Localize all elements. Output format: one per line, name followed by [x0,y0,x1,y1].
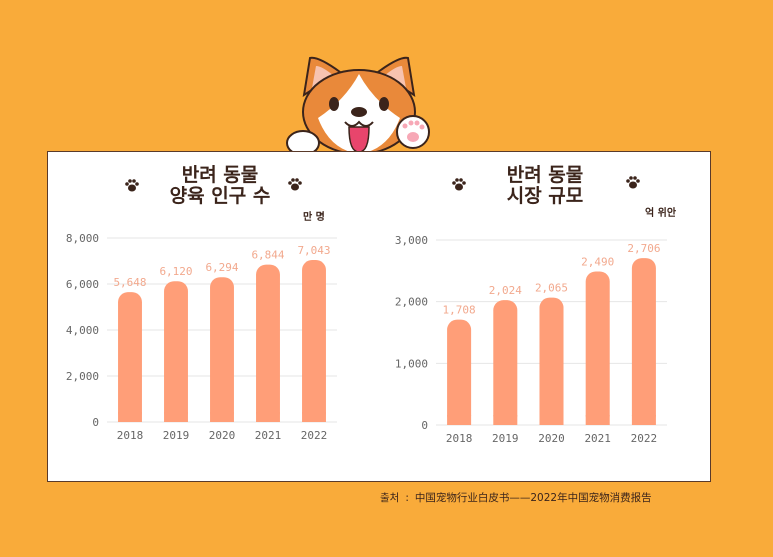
paw-icon [288,178,302,191]
bar [493,300,518,425]
y-tick-label: 0 [92,416,99,429]
data-label: 6,294 [205,261,238,274]
source-note: 출처: 中国宠物行业白皮书——2022年中国宠物消费报告 [380,492,652,504]
y-tick-label: 8,000 [66,232,99,245]
bar [118,292,142,422]
bar-base [164,412,188,422]
bar [631,258,656,425]
bar [164,281,188,422]
bar-base [256,412,280,422]
y-tick-label: 6,000 [66,278,99,291]
y-tick-label: 0 [421,419,428,432]
bar [256,264,280,422]
bar-base [447,415,472,425]
x-tick-label: 2019 [163,429,190,442]
left-chart-title: 반려 동물 양육 인구 수 [169,164,271,207]
data-label: 6,120 [159,265,192,278]
left-unit-label: 만 명 [303,212,325,223]
data-label: 6,844 [251,249,284,262]
source-text: 中国宠物行业白皮书——2022年中国宠物消费报告 [414,492,652,504]
x-tick-label: 2020 [209,429,236,442]
bar-base [118,412,142,422]
data-label: 2,490 [581,255,614,268]
x-tick-label: 2018 [117,429,144,442]
x-tick-label: 2022 [631,432,658,445]
bar [539,297,564,425]
x-tick-label: 2022 [301,429,328,442]
y-tick-label: 2,000 [66,370,99,383]
bar-base [302,412,326,422]
bar-base [631,415,656,425]
y-tick-label: 2,000 [395,296,428,309]
data-label: 1,708 [443,304,476,317]
bar-base [585,415,610,425]
data-label: 2,706 [627,242,660,255]
bar-base [210,412,234,422]
bar-base [539,415,564,425]
bar-base [493,415,518,425]
bar [210,277,234,422]
source-label: 출처 [380,492,400,504]
bar [447,319,472,425]
x-tick-label: 2019 [492,432,519,445]
x-tick-label: 2021 [255,429,282,442]
right-chart-title: 반려 동물 시장 규모 [506,164,584,207]
x-tick-label: 2020 [538,432,565,445]
paw-icon [626,176,640,189]
paw-icon [452,178,466,191]
y-tick-label: 3,000 [395,234,428,247]
data-label: 2,065 [535,282,568,295]
bar [585,271,610,425]
bar [302,260,326,422]
right-unit-label: 억 위안 [645,208,677,219]
data-label: 7,043 [297,244,330,257]
x-tick-label: 2018 [446,432,473,445]
data-label: 5,648 [113,276,146,289]
y-tick-label: 4,000 [66,324,99,337]
y-tick-label: 1,000 [395,357,428,370]
x-tick-label: 2021 [584,432,611,445]
data-label: 2,024 [489,284,522,297]
paw-icon [125,179,139,192]
